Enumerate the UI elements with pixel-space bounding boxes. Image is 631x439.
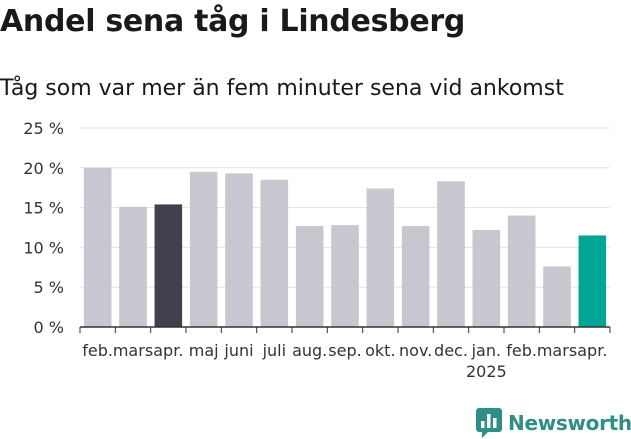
x-tick-label: apr. — [153, 341, 183, 360]
x-tick-label: sep. — [328, 341, 361, 360]
bar-chart-logo-icon — [476, 408, 502, 438]
x-tick-label: dec. — [434, 341, 468, 360]
x-tick-label: mars — [113, 341, 153, 360]
x-tick-label: juli — [262, 341, 286, 360]
x-tick-label: apr. — [577, 341, 607, 360]
x-tick-label: juni — [223, 341, 253, 360]
x-tick-label: mars — [537, 341, 577, 360]
x-tick-label: jan. — [471, 341, 501, 360]
y-tick-label: 20 % — [23, 159, 64, 178]
x-tick-label: okt. — [365, 341, 395, 360]
chart-subtitle: Tåg som var mer än fem minuter sena vid … — [0, 76, 564, 101]
x-tick-label: feb. — [82, 341, 113, 360]
brand-name: Newsworthy — [508, 411, 631, 435]
bar — [401, 225, 430, 327]
bar — [507, 215, 536, 327]
y-tick-label: 0 % — [34, 318, 64, 337]
bar — [295, 225, 324, 327]
bar — [83, 167, 112, 327]
x-tick-label: aug. — [292, 341, 327, 360]
x-tick-label: nov. — [399, 341, 432, 360]
newsworthy-brand: Newsworthy — [476, 408, 631, 438]
y-tick-label: 10 % — [23, 238, 64, 257]
bar — [578, 235, 607, 327]
bar — [543, 266, 571, 327]
bar — [331, 225, 359, 327]
bar — [472, 229, 501, 327]
chart-title: Andel sena tåg i Lindesberg — [0, 4, 466, 39]
y-tick-label: 25 % — [23, 119, 64, 138]
bar — [260, 179, 289, 327]
x-year-label: 2025 — [466, 362, 507, 381]
bar — [366, 188, 395, 327]
bar — [119, 206, 147, 327]
y-tick-label: 15 % — [23, 199, 64, 218]
x-axis-tick-labels: feb. mars apr. maj juni juli aug. sep. okt. nov. d… — [82, 341, 607, 381]
y-axis-tick-labels: 0 % 5 % 10 % 15 % 20 % 25 % — [23, 119, 64, 337]
bar — [437, 181, 465, 327]
bars — [83, 167, 607, 327]
bar — [225, 173, 253, 327]
bar — [189, 171, 218, 327]
x-axis — [79, 326, 611, 333]
bar — [154, 204, 183, 327]
x-tick-label: maj — [189, 341, 219, 360]
x-tick-label: feb. — [506, 341, 537, 360]
y-tick-label: 5 % — [34, 278, 64, 297]
